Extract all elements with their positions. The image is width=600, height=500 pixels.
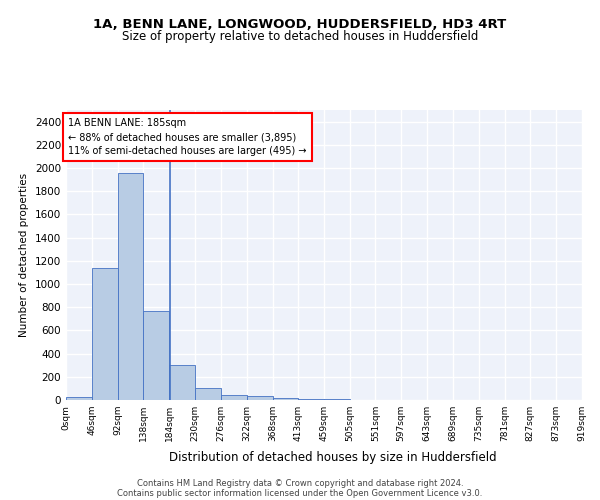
Bar [66,396,92,400]
Text: Contains public sector information licensed under the Open Government Licence v3: Contains public sector information licen… [118,488,482,498]
Text: Distribution of detached houses by size in Huddersfield: Distribution of detached houses by size … [169,451,497,464]
Y-axis label: Number of detached properties: Number of detached properties [19,173,29,337]
Bar [324,398,350,400]
Bar [298,398,324,400]
Text: 1A BENN LANE: 185sqm
← 88% of detached houses are smaller (3,895)
11% of semi-de: 1A BENN LANE: 185sqm ← 88% of detached h… [68,118,307,156]
Bar [221,395,247,400]
Text: 1A, BENN LANE, LONGWOOD, HUDDERSFIELD, HD3 4RT: 1A, BENN LANE, LONGWOOD, HUDDERSFIELD, H… [94,18,506,30]
Bar [195,388,221,400]
Text: Size of property relative to detached houses in Huddersfield: Size of property relative to detached ho… [122,30,478,43]
Bar [272,398,298,400]
Bar [169,365,195,400]
Text: Contains HM Land Registry data © Crown copyright and database right 2024.: Contains HM Land Registry data © Crown c… [137,478,463,488]
Bar [92,268,118,400]
Bar [247,396,272,400]
Bar [143,310,169,400]
Bar [118,172,143,400]
